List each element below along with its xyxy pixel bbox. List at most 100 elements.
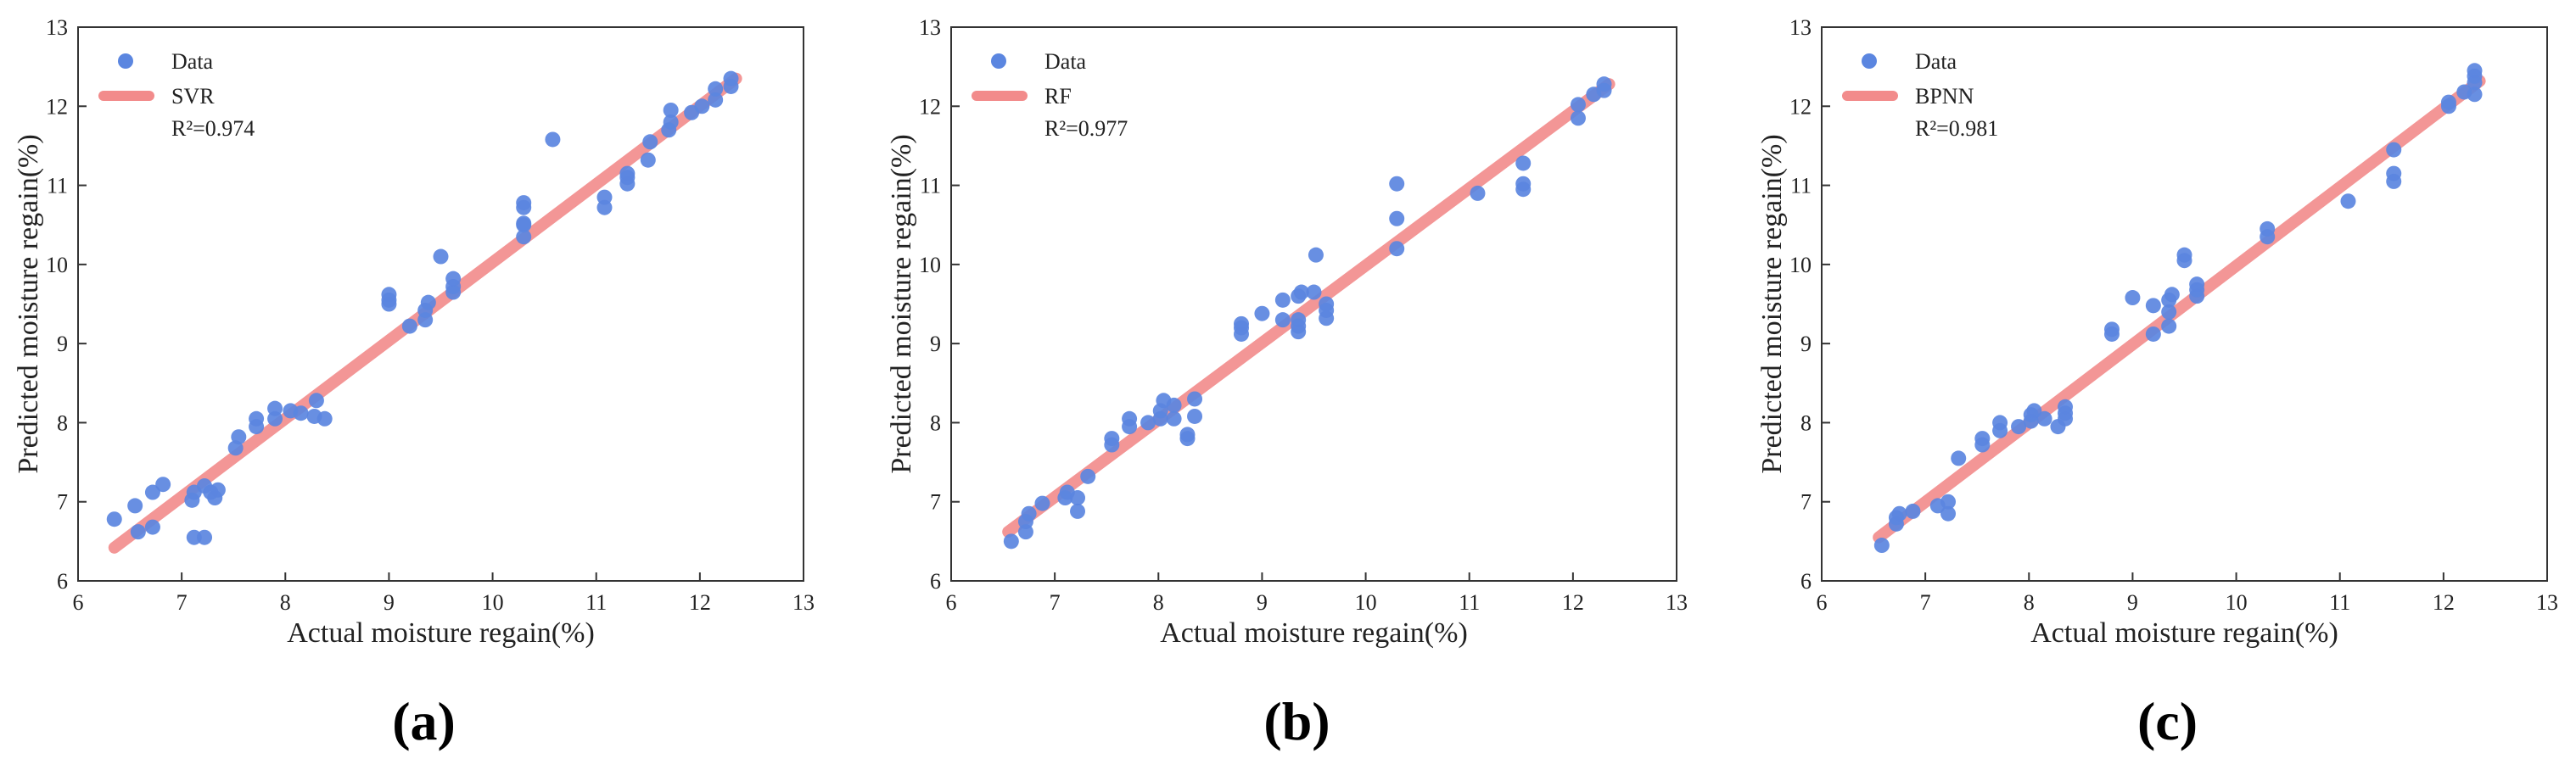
panel-a-data-point: [293, 405, 309, 421]
panel-a-data-point: [249, 410, 265, 427]
panel-c-data-point: [1974, 431, 1991, 447]
panel-c-data-point: [1905, 503, 1921, 519]
panel-a-x-tick-label: 11: [585, 590, 607, 615]
panel-b-x-tick-label: 10: [1355, 590, 1377, 615]
panel-b-data-point: [1319, 296, 1335, 312]
panel-c-data-point: [2104, 321, 2120, 338]
panel-c-data-point: [2467, 63, 2483, 79]
panel-a-data-point: [640, 152, 656, 168]
panel-c-data-point: [1891, 505, 1907, 522]
panel-c-data-point: [2161, 304, 2177, 320]
panel-b-data-point: [1166, 410, 1182, 427]
panel-c-fit-line-group: [1873, 75, 2486, 544]
panel-c-legend-line-label: BPNN: [1915, 84, 1974, 109]
panel-b-x-tick-label: 8: [1153, 590, 1164, 615]
panel-a-legend-r2: R²=0.974: [171, 116, 255, 141]
panel-b-data-point: [1179, 427, 1196, 443]
panel-b-data-point: [1234, 315, 1249, 332]
panel-a-data-point: [642, 134, 658, 150]
panel-a-data-point: [663, 114, 679, 130]
panel-a-data-point: [381, 287, 397, 303]
panel-b-data-point: [1166, 397, 1182, 413]
panel-b-legend: Data RF R²=0.977: [972, 49, 1128, 141]
panel-c-y-tick-label: 7: [1800, 490, 1812, 515]
panel-c-data-point: [2145, 298, 2161, 314]
panel-b-x-tick-label: 9: [1257, 590, 1268, 615]
panel-c-x-tick-label: 6: [1817, 590, 1828, 615]
panel-a-data-point: [127, 498, 143, 514]
panel-b-data-point: [1034, 495, 1050, 511]
panel-b-data-point: [1570, 110, 1586, 126]
panel-b-y-tick-label: 11: [920, 174, 941, 198]
panel-b-fit-line-group: [1002, 78, 1616, 538]
panel-c-data-point: [2176, 247, 2192, 263]
panel-a-data-point: [596, 189, 613, 205]
panel-a-data-point: [516, 215, 532, 232]
panel-b-data-point: [1274, 312, 1291, 328]
panel-c-data-point: [2467, 86, 2483, 103]
panel-c-data-point: [2340, 193, 2356, 209]
panel-b-x-tick-label: 13: [1666, 590, 1688, 615]
panel-b-data-point: [1389, 241, 1405, 257]
panel-a-data-point: [155, 477, 171, 493]
panel-a-data-point: [267, 400, 283, 416]
panel-b-y-axis-label: Predicted moisture regain(%): [886, 134, 917, 473]
panel-a-data-point: [144, 484, 160, 500]
panel-a-data-point: [420, 294, 436, 310]
panel-b-y-tick-label: 7: [930, 490, 941, 515]
panel-c-data-point: [2058, 399, 2074, 415]
panel-b-legend-data-marker: [991, 53, 1006, 69]
panel-b-label: (b): [1263, 691, 1330, 751]
panel-a-data-point: [708, 92, 724, 108]
panel-a-legend-line-label: SVR: [171, 84, 215, 109]
panel-b-data-point: [1515, 155, 1532, 171]
panel-c-data-point: [2164, 287, 2180, 303]
panel-b-points-group: [1003, 76, 1612, 550]
panel-a-y-tick-label: 6: [57, 569, 68, 594]
panel-a-data-point: [516, 195, 532, 211]
panel-a-data-point: [231, 429, 247, 445]
panel-b-y-tick-label: 6: [930, 569, 941, 594]
panel-c-data-point: [2011, 419, 2027, 435]
panel-a-label: (a): [392, 691, 456, 751]
panel-b-data-point: [1596, 76, 1612, 92]
panel-a-x-tick-label: 10: [482, 590, 504, 615]
panel-c-data-point: [1940, 494, 1957, 510]
panel-b-fit-line: [1002, 78, 1616, 538]
panel-a-data-point: [445, 271, 462, 287]
panel-c-x-tick-label: 7: [1920, 590, 1931, 615]
panel-b-grid: 6 7 8 9 10 11 12 13 6 7 8 9 10 11 12 13: [919, 15, 1688, 615]
panel-c-grid: 6 7 8 9 10 11 12 13 6 7 8 9 10 11 12 13: [1789, 15, 2558, 615]
panel-c-data-point: [2189, 276, 2205, 293]
panel-a-x-tick-label: 6: [73, 590, 84, 615]
panel-b-data-point: [1254, 305, 1270, 321]
panel-a-y-tick-label: 7: [57, 490, 68, 515]
panel-b-x-axis-label: Actual moisture regain(%): [1160, 617, 1468, 649]
panel-c-data-point: [2026, 403, 2042, 419]
panel-a-data-point: [708, 81, 724, 97]
panel-c-y-tick-label: 10: [1789, 253, 1812, 277]
panel-a-data-point: [308, 393, 324, 409]
panel-b-data-point: [1306, 284, 1322, 300]
panel-c-y-tick-label: 6: [1800, 569, 1812, 594]
panel-b-y-tick-label: 9: [930, 332, 941, 356]
panel-b-data-point: [1140, 415, 1156, 431]
panel-c-data-point: [2440, 94, 2456, 110]
panel-a-data-point: [545, 131, 561, 148]
panel-b-data-point: [1122, 410, 1138, 427]
panel-a-data-point: [106, 511, 122, 527]
panel-a-x-tick-label: 8: [280, 590, 291, 615]
panel-b-y-tick-label: 12: [919, 94, 941, 119]
panel-a-points-group: [106, 70, 739, 545]
panel-b-y-tick-label: 13: [919, 15, 941, 40]
panel-a-data-point: [144, 519, 160, 535]
panel-b-data-point: [1104, 431, 1120, 447]
panel-c-x-tick-label: 13: [2536, 590, 2558, 615]
panel-b-data-point: [1003, 533, 1019, 550]
panel-a-data-point: [723, 70, 739, 86]
panel-a: 6 7 8 9 10 11 12 13 6 7 8 9 10 11 12 13 Data SVR R²=0.9…: [13, 15, 815, 751]
panel-a-x-axis-label: Actual moisture regain(%): [287, 617, 595, 649]
panel-b-y-tick-label: 10: [919, 253, 941, 277]
panel-a-plot-frame: [77, 26, 804, 582]
